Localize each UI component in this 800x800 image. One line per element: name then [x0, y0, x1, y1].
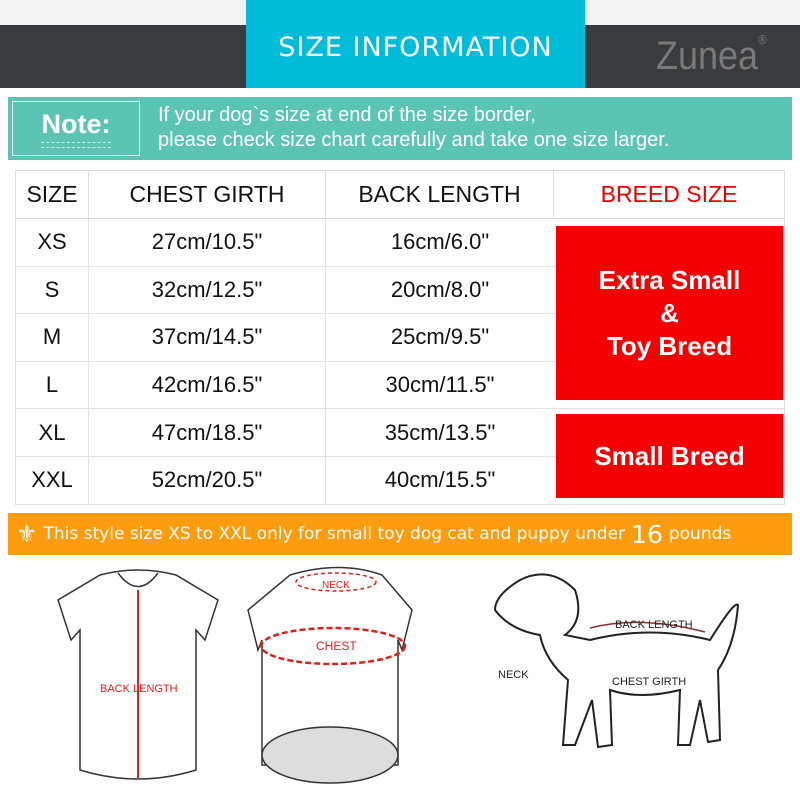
header-chest-girth: CHEST GIRTH: [89, 171, 326, 218]
size-cell: L: [16, 361, 89, 409]
banner-unit: pounds: [668, 524, 732, 544]
chest-girth-cell: 52cm/20.5": [89, 457, 326, 504]
header-back-length: BACK LENGTH: [326, 171, 554, 218]
back-length-cell: 16cm/6.0": [390, 229, 490, 255]
neck-label: NECK: [322, 580, 350, 591]
banner-text: This style size XS to XXL only for small…: [43, 524, 626, 544]
title-text: SIZE INFORMATION: [278, 31, 553, 63]
note-label: Note:: [41, 109, 111, 139]
back-length-cell: 30cm/11.5": [385, 372, 495, 398]
measurement-diagrams: BACK LENGTH NECK CHEST BACK LENGTH NECK …: [57, 566, 740, 784]
banner-number: 16: [631, 519, 663, 549]
chest-girth-cell: 37cm/14.5": [89, 314, 326, 361]
note-line-1: If your dog`s size at end of the size bo…: [158, 104, 536, 126]
size-table: SIZE CHEST GIRTH BACK LENGTH BREED SIZE …: [15, 170, 785, 505]
dog-illustration: BACK LENGTH NECK CHEST GIRTH: [493, 573, 740, 749]
brand-name: Zunea: [656, 34, 759, 78]
table-row: L 42cm/16.5" 30cm/11.5": [16, 361, 784, 410]
back-length-cell: 25cm/9.5": [390, 324, 490, 350]
size-cell: S: [16, 266, 89, 314]
chest-label: CHEST: [316, 639, 357, 653]
breed-line: Small Breed: [594, 440, 745, 471]
dog-neck-label: NECK: [498, 669, 529, 681]
wave-decoration: [41, 142, 111, 148]
table-header: SIZE CHEST GIRTH BACK LENGTH BREED SIZE: [16, 171, 784, 219]
breed-extra-small-toy: Extra Small & Toy Breed: [556, 226, 783, 400]
header-breed-size: BREED SIZE: [600, 181, 738, 207]
shirt-front-illustration: NECK CHEST: [247, 566, 413, 784]
weight-banner: ⚜ This style size XS to XXL only for sma…: [8, 513, 792, 555]
breed-line: Toy Breed: [606, 330, 733, 361]
dog-chest-girth-label: CHEST GIRTH: [612, 676, 686, 688]
breed-line: &: [660, 297, 679, 328]
back-length-cell: 20cm/8.0": [390, 276, 490, 302]
registered-mark: ®: [758, 32, 767, 47]
chest-girth-cell: 47cm/18.5": [89, 409, 326, 456]
page-title: SIZE INFORMATION: [246, 0, 585, 88]
note-text: If your dog`s size at end of the size bo…: [158, 103, 669, 153]
back-length-label: BACK LENGTH: [100, 683, 178, 695]
breed-line: Extra Small: [598, 264, 741, 295]
brand-logo: Zunea®: [656, 32, 767, 79]
size-cell: M: [16, 314, 89, 361]
table-row: S 32cm/12.5" 20cm/8.0": [16, 266, 784, 315]
table-row: M 37cm/14.5" 25cm/9.5": [16, 314, 784, 362]
dog-back-length-label: BACK LENGTH: [615, 619, 693, 631]
table-row: XXL 52cm/20.5" 40cm/15.5": [16, 457, 784, 505]
note-line-2: please check size chart carefully and ta…: [158, 129, 670, 151]
table-row: XS 27cm/10.5" 16cm/6.0": [16, 219, 784, 267]
chest-girth-cell: 42cm/16.5": [89, 361, 326, 409]
size-cell: XXL: [16, 457, 89, 504]
size-cell: XL: [16, 409, 89, 456]
table-row: XL 47cm/18.5" 35cm/13.5": [16, 409, 784, 457]
back-length-cell: 40cm/15.5": [384, 467, 496, 493]
fleur-de-lis-icon: ⚜: [16, 520, 38, 548]
header-size: SIZE: [16, 171, 89, 218]
note-label-box: Note:: [12, 101, 140, 156]
breed-small: Small Breed: [556, 414, 783, 498]
size-cell: XS: [16, 219, 89, 266]
chest-girth-cell: 27cm/10.5": [89, 219, 326, 266]
shirt-back-illustration: BACK LENGTH: [57, 569, 219, 780]
chest-girth-cell: 32cm/12.5": [89, 266, 326, 314]
back-length-cell: 35cm/13.5": [384, 419, 496, 445]
note-bar: Note: If your dog`s size at end of the s…: [8, 97, 792, 160]
